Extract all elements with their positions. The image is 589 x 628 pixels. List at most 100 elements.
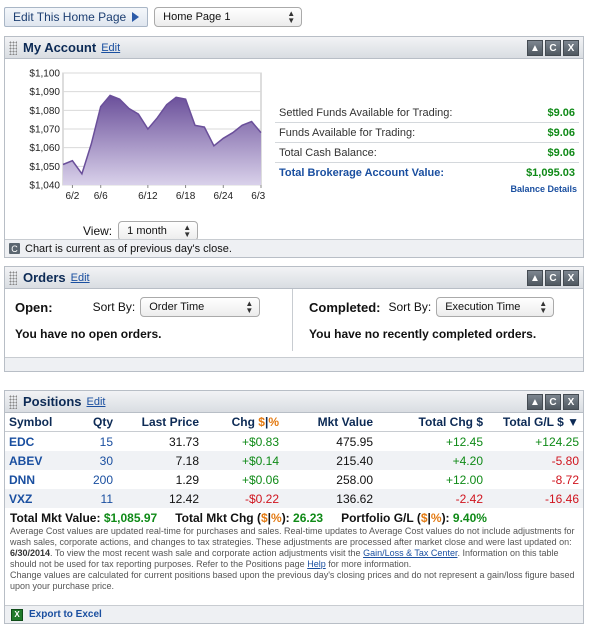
balance-details-link[interactable]: Balance Details xyxy=(510,184,577,194)
positions-totals: Total Mkt Value: $1,085.97 Total Mkt Chg… xyxy=(10,511,487,525)
symbol-link[interactable]: ABEV xyxy=(9,453,43,468)
positions-disclaimer: Average Cost values are updated real-tim… xyxy=(10,526,578,592)
qty-value: 11 xyxy=(100,491,113,506)
refresh-icon[interactable]: C xyxy=(545,40,561,56)
collapse-icon[interactable]: ▲ xyxy=(527,40,543,56)
completed-sort-select[interactable]: Execution Time ▲ ▼ xyxy=(436,297,555,317)
play-arrow-icon xyxy=(132,12,140,22)
portfolio-pct-toggle[interactable]: % xyxy=(430,511,442,525)
disclaimer-text-4: for more information. xyxy=(328,559,412,569)
completed-orders: Completed: Sort By: Execution Time ▲ ▼ Yo… xyxy=(309,297,579,345)
col-symbol[interactable]: Symbol xyxy=(9,415,53,429)
completed-sort-label: Sort By: xyxy=(388,300,432,314)
open-orders: Open: Sort By: Order Time ▲ ▼ You have no… xyxy=(15,297,283,345)
table-row: ABEV 30 7.18 +$0.14 215.40 +4.20 -5.80 xyxy=(5,451,583,470)
total-gl-value: -8.72 xyxy=(551,472,579,487)
my-account-title: My Account xyxy=(23,40,97,55)
qty-value: 15 xyxy=(99,434,113,449)
my-account-panel: My Account Edit ▲ C X $1,100 $1,090 $1,080… xyxy=(4,36,584,258)
close-icon[interactable]: X xyxy=(563,394,579,410)
portfolio-gl: Portfolio G/L ($|%): 9.40% xyxy=(341,511,487,525)
orders-divider xyxy=(292,289,293,351)
chg-sep: | xyxy=(264,415,269,429)
cash-balance-label: Total Cash Balance: xyxy=(279,146,377,159)
available-funds-value: $9.06 xyxy=(547,126,575,139)
select-arrows-icon: ▲ ▼ xyxy=(245,299,254,315)
total-chg-sep: | xyxy=(267,511,272,525)
x-tick-label: 6/18 xyxy=(176,191,196,202)
account-value-line xyxy=(62,94,262,176)
disclaimer-text-1: Average Cost values are updated real-tim… xyxy=(10,526,575,547)
drag-grip-icon[interactable] xyxy=(9,394,17,409)
settled-funds-value: $9.06 xyxy=(547,106,575,119)
col-chg[interactable]: Chg $|% xyxy=(203,415,283,429)
col-mkt-value[interactable]: Mkt Value xyxy=(317,415,373,429)
close-icon[interactable]: X xyxy=(563,270,579,286)
total-gl-value: +124.25 xyxy=(535,434,579,449)
drag-grip-icon[interactable] xyxy=(9,270,17,285)
total-chg-close: ): xyxy=(281,511,290,525)
total-chg-value: +12.45 xyxy=(445,434,483,449)
edit-home-page-button[interactable]: Edit This Home Page xyxy=(4,7,149,27)
completed-orders-label: Completed: xyxy=(309,299,381,315)
help-link[interactable]: Help xyxy=(307,559,326,569)
my-account-header: My Account Edit ▲ C X xyxy=(5,37,583,59)
mkt-value: 215.40 xyxy=(336,453,373,468)
portfolio-dollar-toggle[interactable]: $ xyxy=(420,511,428,525)
refresh-icon[interactable]: C xyxy=(545,270,561,286)
y-tick-label: $1,040 xyxy=(29,181,60,192)
col-qty[interactable]: Qty xyxy=(92,415,113,429)
collapse-icon[interactable]: ▲ xyxy=(527,394,543,410)
total-value-label: Total Brokerage Account Value: xyxy=(279,167,445,179)
table-row: EDC 15 31.73 +$0.83 475.95 +12.45 +124.25 xyxy=(5,432,583,451)
open-sort-label: Sort By: xyxy=(92,300,136,314)
chart-note: C Chart is current as of previous day's … xyxy=(5,239,583,257)
chg-value: +$0.06 xyxy=(241,472,279,487)
col-last-price[interactable]: Last Price xyxy=(141,415,199,429)
total-gl-value: -5.80 xyxy=(551,453,579,468)
export-to-excel[interactable]: X Export to Excel xyxy=(5,605,583,623)
symbol-link[interactable]: EDC xyxy=(9,434,35,449)
home-page-select[interactable]: Home Page 1 ▲ ▼ xyxy=(154,7,303,27)
symbol-link[interactable]: DNN xyxy=(9,472,35,487)
x-tick-label: 6/24 xyxy=(214,191,234,202)
completed-orders-message: You have no recently completed orders. xyxy=(309,327,537,341)
y-tick-label: $1,100 xyxy=(29,69,60,80)
view-label: View: xyxy=(83,224,113,238)
my-account-edit-link[interactable]: Edit xyxy=(101,41,121,54)
total-chg-dollar-toggle[interactable]: $ xyxy=(260,511,268,525)
refresh-icon[interactable]: C xyxy=(545,394,561,410)
total-chg-value: +4.20 xyxy=(452,453,483,468)
gain-loss-tax-center-link[interactable]: Gain/Loss & Tax Center xyxy=(363,548,458,558)
open-sort-select[interactable]: Order Time ▲ ▼ xyxy=(140,297,261,317)
x-tick-label: 6/12 xyxy=(138,191,158,202)
chg-value: +$0.14 xyxy=(241,453,279,468)
total-chg-value: -2.42 xyxy=(455,491,483,506)
open-orders-message: You have no open orders. xyxy=(15,327,162,341)
y-tick-label: $1,070 xyxy=(29,125,60,136)
y-tick-label: $1,090 xyxy=(29,87,60,98)
y-tick-label: $1,080 xyxy=(29,106,60,117)
drag-grip-icon[interactable] xyxy=(9,40,17,55)
portfolio-amount: 9.40% xyxy=(452,511,487,525)
available-funds-row: Funds Available for Trading: $9.06 xyxy=(275,123,579,143)
chart-range-select[interactable]: 1 month ▲ ▼ xyxy=(118,221,199,241)
chg-dollar-toggle[interactable]: $ xyxy=(258,415,265,429)
total-chg-pct-toggle[interactable]: % xyxy=(271,511,282,525)
positions-table: Symbol Qty Last Price Chg $|% Mkt Value … xyxy=(5,413,583,508)
col-total-gl[interactable]: Total G/L $ ▼ xyxy=(502,415,579,429)
col-total-chg[interactable]: Total Chg $ xyxy=(418,415,483,429)
symbol-link[interactable]: VXZ xyxy=(9,491,33,506)
close-icon[interactable]: X xyxy=(563,40,579,56)
account-value-area xyxy=(63,95,261,185)
positions-edit-link[interactable]: Edit xyxy=(86,395,106,408)
total-gl-value: -16.46 xyxy=(544,491,579,506)
topbar: Edit This Home Page Home Page 1 ▲ ▼ xyxy=(4,6,303,28)
available-funds-label: Funds Available for Trading: xyxy=(279,126,416,139)
qty-value: 200 xyxy=(92,472,113,487)
collapse-icon[interactable]: ▲ xyxy=(527,270,543,286)
chg-pct-toggle[interactable]: % xyxy=(268,415,279,429)
orders-edit-link[interactable]: Edit xyxy=(70,271,90,284)
last-price: 7.18 xyxy=(175,453,199,468)
x-tick-label: 6/6 xyxy=(94,191,108,202)
